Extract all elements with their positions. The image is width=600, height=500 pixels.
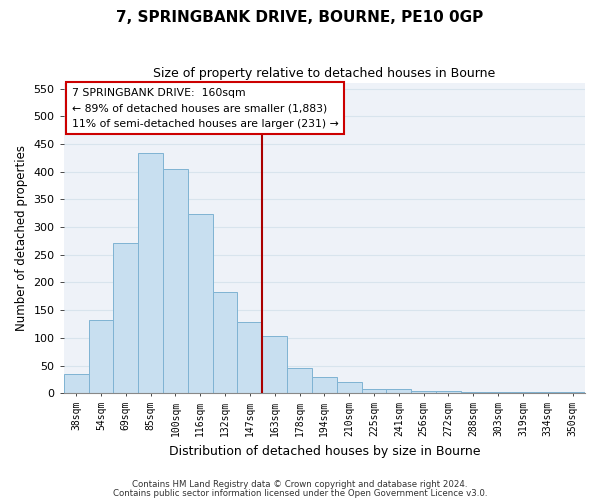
Bar [64,374,89,394]
Text: 7, SPRINGBANK DRIVE, BOURNE, PE10 0GP: 7, SPRINGBANK DRIVE, BOURNE, PE10 0GP [116,10,484,25]
Bar [287,368,312,394]
Bar [511,392,535,394]
Bar [163,169,188,394]
Bar [362,389,386,394]
Bar [436,391,461,394]
Title: Size of property relative to detached houses in Bourne: Size of property relative to detached ho… [153,68,496,80]
X-axis label: Distribution of detached houses by size in Bourne: Distribution of detached houses by size … [169,444,480,458]
Bar [238,322,262,394]
Y-axis label: Number of detached properties: Number of detached properties [15,145,28,331]
Bar [386,389,411,394]
Bar [188,214,212,394]
Text: Contains public sector information licensed under the Open Government Licence v3: Contains public sector information licen… [113,488,487,498]
Bar [262,336,287,394]
Bar [411,390,436,394]
Bar [113,242,138,394]
Bar [89,320,113,394]
Bar [535,392,560,394]
Bar [312,376,337,394]
Bar [486,392,511,394]
Bar [461,392,486,394]
Bar [212,292,238,394]
Text: 7 SPRINGBANK DRIVE:  160sqm
← 89% of detached houses are smaller (1,883)
11% of : 7 SPRINGBANK DRIVE: 160sqm ← 89% of deta… [71,88,338,129]
Bar [560,392,585,394]
Text: Contains HM Land Registry data © Crown copyright and database right 2024.: Contains HM Land Registry data © Crown c… [132,480,468,489]
Bar [337,382,362,394]
Bar [138,154,163,394]
